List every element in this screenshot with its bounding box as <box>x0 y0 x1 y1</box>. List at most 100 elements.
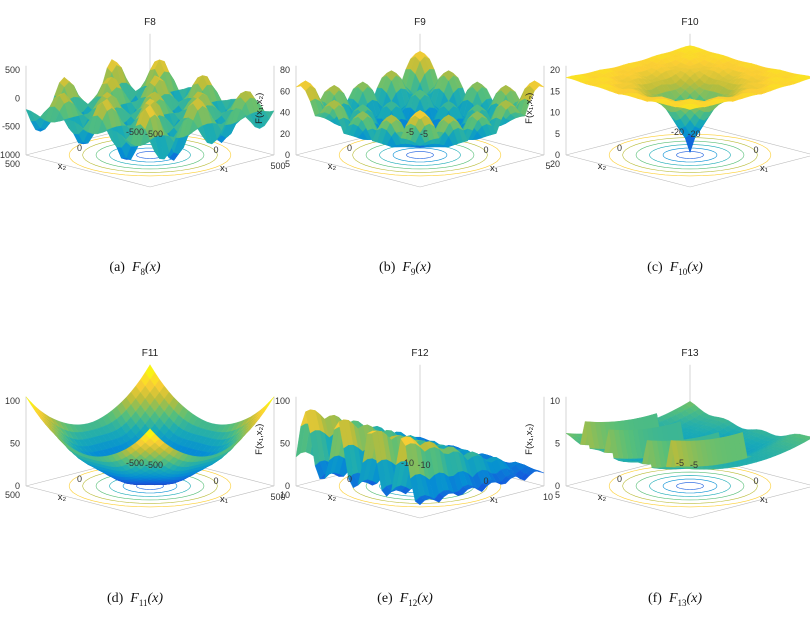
plot-title: F9 <box>414 17 426 28</box>
caption-label: (e) <box>377 591 393 606</box>
y-axis-label: x₂ <box>328 492 337 503</box>
caption-subscript: 13 <box>678 598 687 608</box>
z-tick-label: 50 <box>280 439 290 449</box>
x-axis-label: x₁ <box>490 494 498 505</box>
caption-c: (c) F10(x) <box>540 260 810 277</box>
caption-function: F <box>669 591 678 606</box>
z-tick-label: 80 <box>280 65 290 75</box>
x-tick-label: 0 <box>483 145 488 155</box>
z-tick-label: 5 <box>555 439 560 449</box>
caption-argument: (x) <box>148 591 164 606</box>
caption-argument: (x) <box>415 260 431 275</box>
x-tick-label: 0 <box>753 476 758 486</box>
z-axis-label: F(x₁,x₂) <box>254 93 265 124</box>
x-tick-label: -500 <box>145 460 163 470</box>
z-tick-label: 50 <box>10 439 20 449</box>
y-tick-label: 5 <box>555 490 560 500</box>
y-axis-label: x₂ <box>328 161 337 172</box>
z-tick-label: 100 <box>5 396 20 406</box>
x-axis-label: x₁ <box>220 494 228 505</box>
x-tick-label: -5 <box>420 129 428 139</box>
x-tick-label: -500 <box>145 129 163 139</box>
y-axis-label: x₂ <box>58 492 67 503</box>
y-tick-label: 500 <box>5 490 20 500</box>
caption-a: (a) F8(x) <box>0 260 270 277</box>
y-tick-label: 5 <box>285 159 290 169</box>
y-tick-label: -500 <box>126 458 144 468</box>
x-axis-label: x₁ <box>220 163 228 174</box>
plot-title: F10 <box>681 17 699 28</box>
y-tick-label: 0 <box>617 474 622 484</box>
caption-label: (d) <box>107 591 123 606</box>
x-tick-label: -20 <box>687 129 700 139</box>
y-tick-label: 0 <box>77 474 82 484</box>
z-axis-label: F(x₁,x₂) <box>524 93 535 124</box>
z-tick-label: 100 <box>275 396 290 406</box>
plot-title: F11 <box>142 348 159 359</box>
caption-label: (f) <box>648 591 662 606</box>
caption-e: (e) F12(x) <box>270 591 540 608</box>
y-tick-label: 0 <box>347 474 352 484</box>
y-tick-label: -10 <box>401 458 414 468</box>
z-tick-label: 0 <box>15 93 20 103</box>
plot-title: F8 <box>144 17 156 28</box>
z-tick-label: 20 <box>550 65 560 75</box>
y-tick-label: 500 <box>5 159 20 169</box>
plot-title: F13 <box>681 348 699 359</box>
x-tick-label: -5 <box>690 460 698 470</box>
x-tick-label: 0 <box>483 476 488 486</box>
x-axis-label: x₁ <box>760 163 768 174</box>
surface-mesh <box>566 401 810 469</box>
y-tick-label: -500 <box>126 127 144 137</box>
caption-subscript: 12 <box>408 598 417 608</box>
caption-subscript: 10 <box>678 267 687 277</box>
y-axis-label: x₂ <box>598 161 607 172</box>
y-tick-label: 10 <box>280 490 290 500</box>
surface-plot-f8: F85000-500-1000F(x₁,x₂)-5000500x₁5000-50… <box>0 5 270 255</box>
y-tick-label: 0 <box>77 143 82 153</box>
y-tick-label: -20 <box>671 127 684 137</box>
z-tick-label: 10 <box>550 396 560 406</box>
x-tick-label: 0 <box>753 145 758 155</box>
y-axis-label: x₂ <box>598 492 607 503</box>
caption-label: (b) <box>379 260 395 275</box>
caption-argument: (x) <box>687 260 703 275</box>
z-axis-label: F(x₁,x₂) <box>524 424 535 455</box>
caption-argument: (x) <box>417 591 433 606</box>
caption-function: F <box>670 260 679 275</box>
caption-argument: (x) <box>145 260 161 275</box>
y-tick-label: -5 <box>676 458 684 468</box>
x-tick-label: -10 <box>417 460 430 470</box>
caption-b: (b) F9(x) <box>270 260 540 277</box>
y-tick-label: 0 <box>617 143 622 153</box>
y-tick-label: 20 <box>550 159 560 169</box>
z-tick-label: 60 <box>280 86 290 96</box>
z-tick-label: 15 <box>550 86 560 96</box>
x-tick-label: 0 <box>213 145 218 155</box>
y-tick-label: -5 <box>406 127 414 137</box>
z-tick-label: -500 <box>2 122 20 132</box>
caption-function: F <box>132 260 141 275</box>
z-tick-label: 20 <box>280 129 290 139</box>
plot-title: F12 <box>411 348 429 359</box>
caption-argument: (x) <box>687 591 703 606</box>
y-axis-label: x₂ <box>58 161 67 172</box>
caption-function: F <box>400 591 409 606</box>
z-tick-label: 5 <box>555 129 560 139</box>
caption-function: F <box>402 260 411 275</box>
z-tick-label: 40 <box>280 108 290 118</box>
z-axis-label: F(x₁,x₂) <box>254 424 265 455</box>
z-tick-label: 10 <box>550 108 560 118</box>
floor-contours <box>609 465 771 507</box>
x-axis-label: x₁ <box>490 163 498 174</box>
x-axis-label: x₁ <box>760 494 768 505</box>
